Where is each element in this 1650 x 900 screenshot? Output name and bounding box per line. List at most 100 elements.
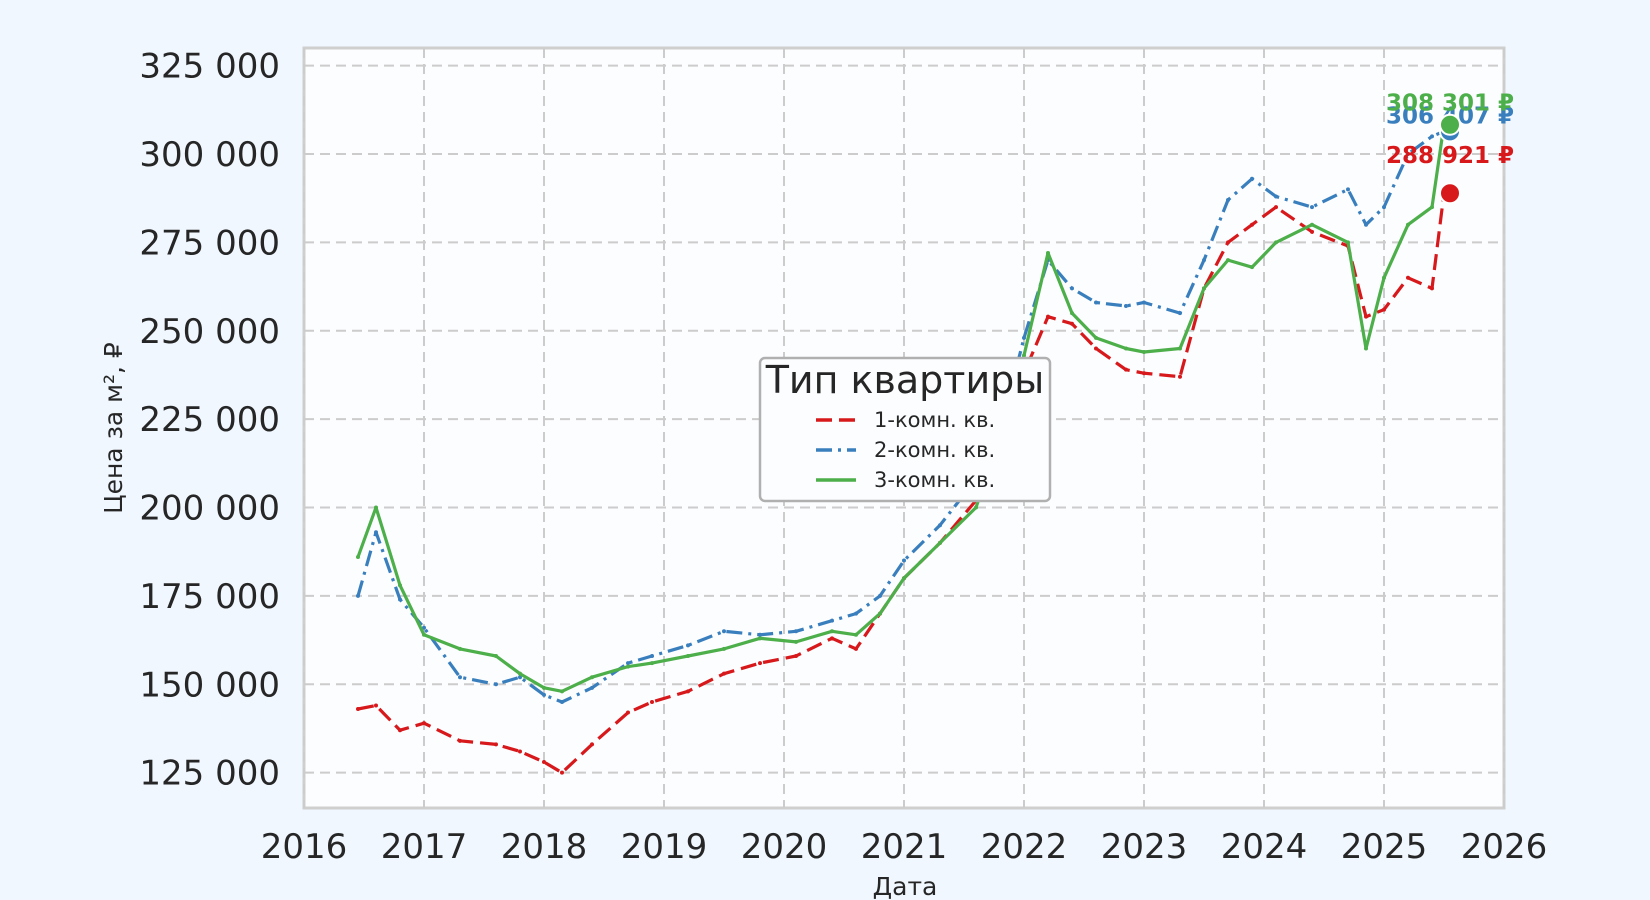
data-point [1142, 350, 1146, 354]
data-point [458, 675, 462, 680]
data-point [686, 643, 690, 648]
data-point [1250, 222, 1254, 227]
data-point [1124, 304, 1128, 309]
data-point [1226, 198, 1230, 202]
y-tick-label: 225 000 [139, 400, 280, 440]
data-point [722, 646, 726, 651]
y-tick-label: 275 000 [139, 223, 280, 263]
legend-title: Тип квартиры [765, 358, 1045, 402]
data-point [722, 629, 726, 634]
data-point [542, 685, 546, 690]
data-point [1094, 335, 1098, 340]
x-tick-label: 2018 [501, 827, 588, 867]
y-tick-label: 150 000 [139, 665, 280, 705]
data-point [1178, 346, 1182, 351]
data-point [626, 661, 630, 666]
y-tick-label: 250 000 [139, 312, 280, 352]
x-tick-label: 2023 [1101, 827, 1188, 867]
data-point [560, 689, 564, 694]
data-point [542, 760, 546, 765]
data-point [422, 632, 426, 637]
data-point [1070, 286, 1074, 291]
y-tick-label: 325 000 [139, 47, 280, 87]
data-point [518, 749, 522, 754]
data-point [590, 742, 594, 747]
data-point [854, 632, 858, 637]
x-tick-label: 2017 [381, 827, 468, 867]
data-point [626, 664, 630, 669]
data-point [1430, 205, 1434, 210]
legend-entry-label: 3-комн. кв. [874, 468, 995, 492]
data-point [1250, 176, 1254, 181]
data-point [1124, 346, 1128, 351]
data-point [374, 505, 378, 510]
data-point [854, 646, 858, 651]
data-point [1178, 374, 1182, 379]
legend-entry-label: 1-комн. кв. [874, 408, 995, 432]
x-axis-ticks: 2016 2017 2018 2019 2020 2021 2022 2023 2024 2025… [261, 827, 1548, 867]
data-point [518, 671, 522, 676]
end-marker [1439, 113, 1461, 136]
data-point [1346, 240, 1350, 245]
data-point [1202, 286, 1206, 291]
data-point [374, 530, 378, 535]
data-point [1142, 371, 1146, 376]
data-point [1022, 353, 1026, 358]
data-point [974, 505, 978, 510]
data-point [1310, 205, 1314, 210]
y-tick-label: 300 000 [139, 135, 280, 175]
data-point [1070, 311, 1074, 316]
data-point [458, 738, 462, 743]
legend-box [758, 356, 1052, 503]
data-point [758, 636, 762, 641]
y-tick-label: 125 000 [139, 754, 280, 794]
data-point [1094, 346, 1098, 351]
end-marker [1439, 182, 1461, 205]
legend: Тип квартиры 1-комн. кв. 2-комн. кв. 3-ком… [758, 356, 1052, 503]
data-point [650, 699, 654, 704]
data-point [854, 611, 858, 616]
data-point [356, 593, 360, 598]
data-point [398, 583, 402, 588]
x-tick-label: 2021 [861, 827, 948, 867]
data-point [1310, 222, 1314, 227]
data-point [398, 728, 402, 733]
data-point [938, 523, 942, 528]
data-point [1250, 265, 1254, 270]
x-tick-label: 2020 [741, 827, 828, 867]
end-value-label: 308 301 ₽ [1386, 91, 1514, 117]
data-point [1364, 222, 1368, 227]
data-point [1124, 367, 1128, 372]
data-point [626, 710, 630, 715]
data-point [1046, 251, 1050, 256]
data-point [902, 558, 906, 563]
data-point [878, 611, 882, 616]
data-point [1022, 335, 1026, 340]
data-point [938, 540, 942, 545]
data-point [356, 707, 360, 712]
x-tick-label: 2024 [1221, 827, 1308, 867]
x-tick-label: 2026 [1461, 827, 1548, 867]
end-annotations: 288 921 ₽306 407 ₽308 301 ₽ [1386, 91, 1514, 205]
data-point [722, 671, 726, 676]
data-point [1310, 229, 1314, 234]
data-point [1382, 205, 1386, 210]
x-tick-label: 2025 [1341, 827, 1428, 867]
data-point [758, 632, 762, 637]
data-point [518, 675, 522, 680]
data-point [374, 703, 378, 708]
x-tick-label: 2016 [261, 827, 348, 867]
legend-entry-label: 2-комн. кв. [874, 438, 995, 462]
data-point [1382, 307, 1386, 312]
data-point [1142, 300, 1146, 305]
data-point [422, 721, 426, 726]
data-point [1346, 187, 1350, 192]
data-point [686, 654, 690, 658]
x-tick-label: 2022 [981, 827, 1068, 867]
data-point [1274, 194, 1278, 199]
data-point [1406, 275, 1410, 280]
data-point [650, 654, 654, 658]
series-group [356, 122, 1446, 775]
data-point [686, 689, 690, 694]
data-point [1274, 240, 1278, 245]
